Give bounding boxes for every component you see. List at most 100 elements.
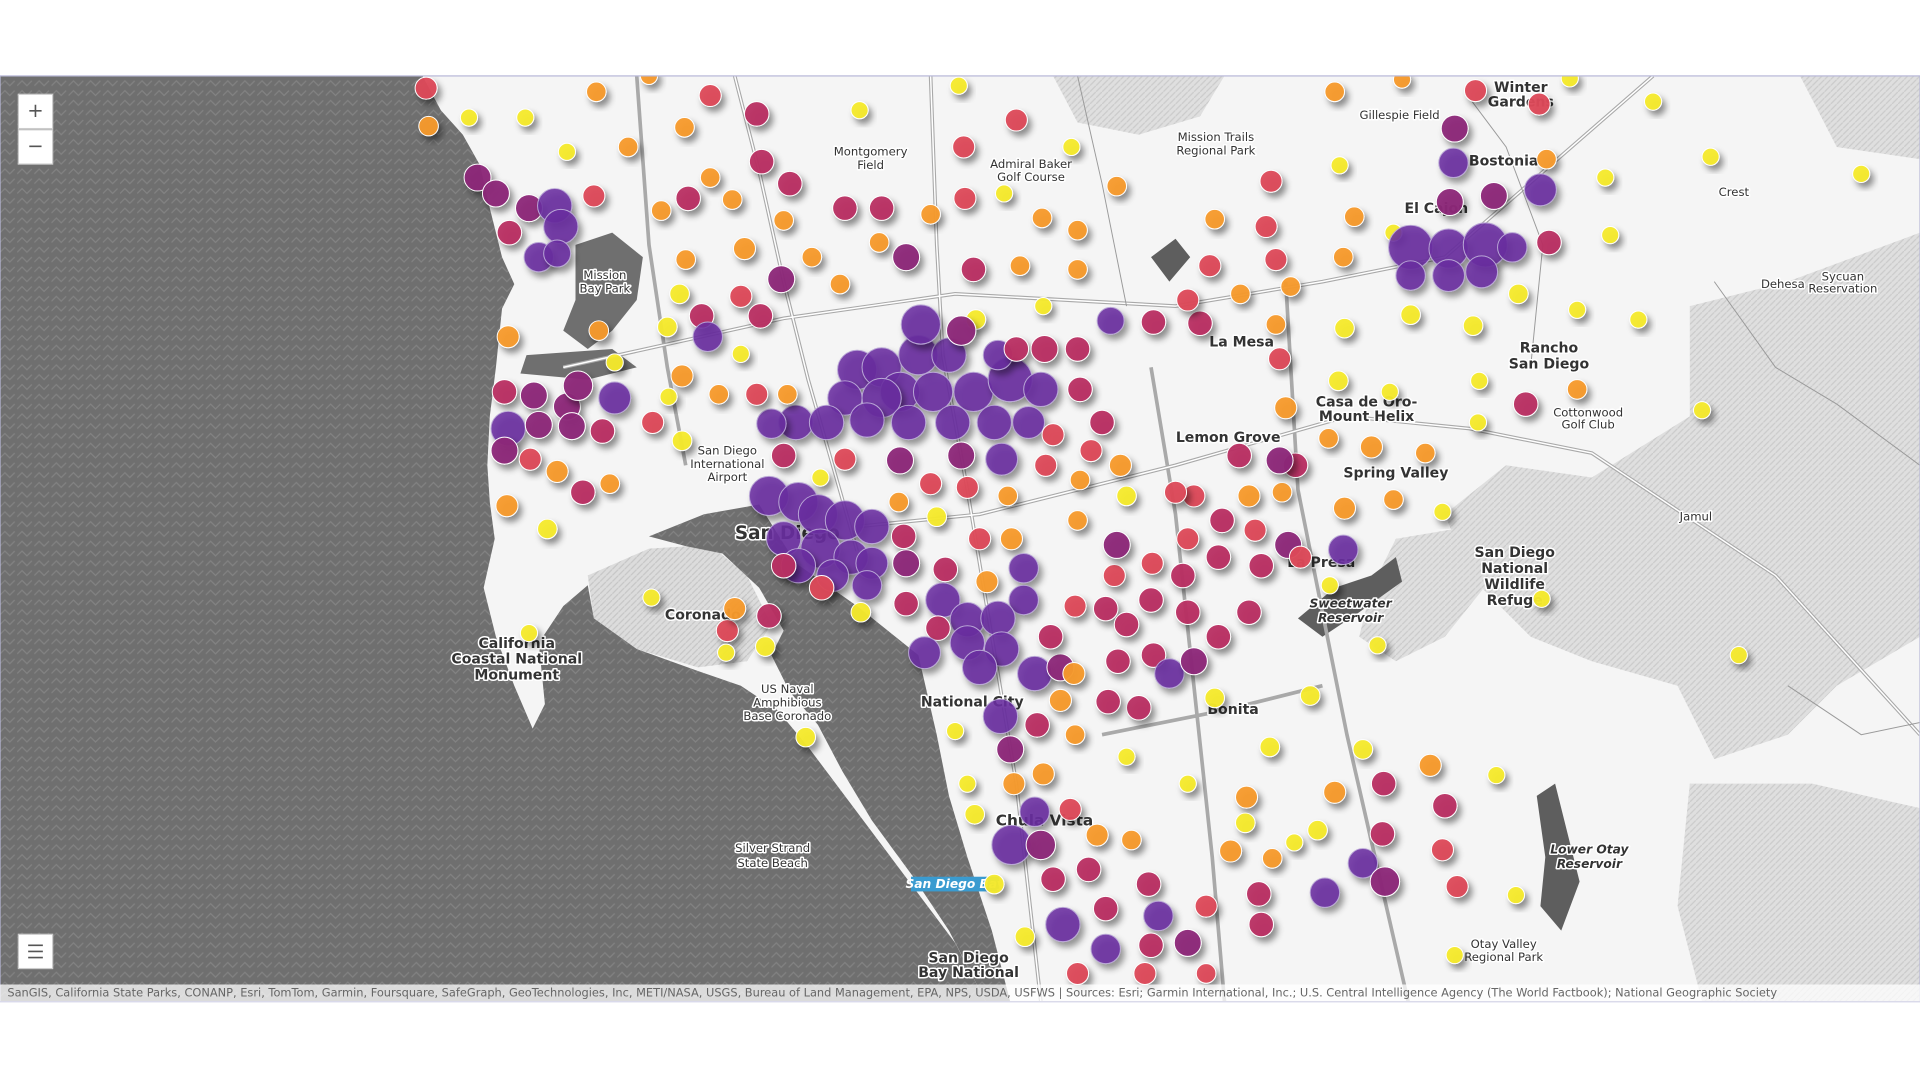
place-label-line: Base Coronado xyxy=(743,709,831,723)
place-label: Mission Bay Park xyxy=(579,268,630,295)
data-point xyxy=(1235,812,1256,834)
data-point xyxy=(1198,254,1222,278)
data-point xyxy=(919,472,943,496)
data-point xyxy=(1568,300,1587,319)
data-point xyxy=(1323,780,1347,804)
data-point xyxy=(1040,866,1066,892)
place-label-line: Gillespie Field xyxy=(1359,108,1439,122)
data-point xyxy=(756,603,782,629)
data-point xyxy=(729,284,753,308)
place-label: Admiral Baker Golf Course xyxy=(990,157,1072,184)
data-point xyxy=(589,418,616,444)
place-label-line: San Diego xyxy=(1509,357,1590,373)
place-label-line: Monument xyxy=(474,668,559,684)
data-point xyxy=(1031,207,1053,229)
data-point xyxy=(1268,347,1292,371)
place-label-line: San Diego xyxy=(1475,545,1556,561)
data-point xyxy=(953,186,977,210)
data-point xyxy=(675,185,701,212)
data-point xyxy=(1462,315,1484,336)
data-point xyxy=(495,494,519,518)
data-point xyxy=(1280,276,1301,297)
data-point xyxy=(1328,534,1359,565)
data-point xyxy=(1219,839,1243,863)
place-label-line: National xyxy=(1481,561,1548,577)
data-point xyxy=(1629,310,1648,329)
data-point xyxy=(1701,147,1720,166)
place-label-line: Coastal National xyxy=(451,652,582,668)
data-point xyxy=(1095,688,1121,715)
zoom-out-icon[interactable]: − xyxy=(27,134,43,157)
data-point xyxy=(1299,685,1321,706)
data-point xyxy=(952,135,976,159)
data-point xyxy=(1117,747,1136,766)
data-point xyxy=(524,410,553,439)
data-point xyxy=(1140,309,1167,335)
data-point xyxy=(1334,317,1355,339)
data-point xyxy=(599,473,621,494)
data-point xyxy=(1096,306,1125,335)
data-point xyxy=(519,624,539,643)
data-point xyxy=(1259,736,1281,758)
data-point xyxy=(1729,646,1748,665)
place-label-line: Lower Otay xyxy=(1550,842,1629,856)
data-point xyxy=(1176,527,1200,551)
data-point xyxy=(767,265,796,294)
data-point xyxy=(832,195,858,221)
data-point xyxy=(1271,481,1293,503)
place-label-line: Airport xyxy=(707,470,747,484)
data-point xyxy=(570,479,596,505)
data-point xyxy=(908,636,941,670)
data-point xyxy=(777,170,803,197)
attribution: SanGIS, California State Parks, CONANP, … xyxy=(7,986,1777,1001)
data-point xyxy=(980,600,1016,636)
place-label: Montgomery Field xyxy=(834,145,908,172)
data-point xyxy=(1008,584,1039,616)
data-point xyxy=(1041,423,1065,447)
data-point xyxy=(586,81,607,103)
data-point xyxy=(659,387,678,406)
zoom-out-button[interactable] xyxy=(17,129,54,165)
data-point xyxy=(890,404,927,441)
data-point xyxy=(953,371,994,412)
place-label-line: Sweetwater xyxy=(1309,596,1392,610)
place-label-line: California xyxy=(478,636,555,652)
zoom-in-icon[interactable]: + xyxy=(27,99,43,122)
legend-icon[interactable] xyxy=(28,944,43,959)
place-label-line: San Diego xyxy=(928,950,1009,966)
data-point xyxy=(1527,92,1551,116)
data-point xyxy=(731,344,750,363)
data-point xyxy=(1085,823,1109,847)
data-point xyxy=(670,364,694,388)
data-point xyxy=(1470,371,1489,390)
data-point xyxy=(1445,875,1469,899)
data-point xyxy=(808,575,835,601)
data-point xyxy=(1532,589,1551,608)
data-point xyxy=(562,370,594,401)
data-point xyxy=(854,508,890,545)
data-point xyxy=(1692,401,1712,420)
data-point xyxy=(958,774,977,793)
place-label-line: Crest xyxy=(1719,185,1750,199)
data-point xyxy=(976,404,1012,441)
data-point xyxy=(1332,496,1357,520)
place-label-line: Regional Park xyxy=(1176,143,1255,157)
data-point xyxy=(745,382,769,406)
data-point xyxy=(1102,564,1126,588)
data-point xyxy=(996,735,1025,764)
data-point xyxy=(748,148,775,175)
data-point xyxy=(1140,642,1167,668)
data-point xyxy=(900,304,941,345)
zoom-in-button[interactable] xyxy=(17,93,54,130)
data-point xyxy=(723,597,747,621)
data-point xyxy=(1066,961,1090,985)
data-point xyxy=(1479,181,1508,210)
place-label-line: San Diego Bay xyxy=(905,877,1005,891)
data-point xyxy=(1344,206,1365,228)
data-point xyxy=(1143,900,1174,932)
place-label-line: Admiral Baker xyxy=(990,157,1072,171)
data-point xyxy=(932,556,959,583)
data-point xyxy=(1324,81,1345,103)
data-point xyxy=(1248,552,1274,579)
